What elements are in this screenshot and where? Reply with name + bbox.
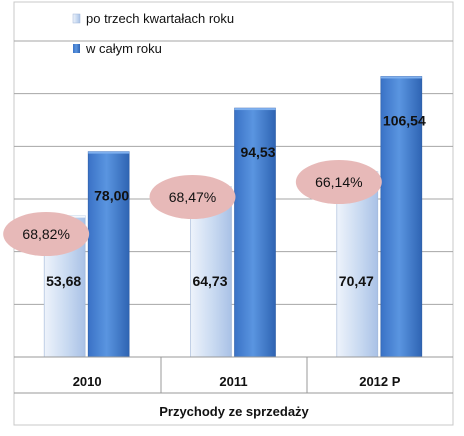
value-label: 53,68 xyxy=(46,273,81,289)
bars xyxy=(43,76,423,358)
value-label: 64,73 xyxy=(192,273,227,289)
category-table xyxy=(14,356,453,394)
legend-label-series-2: w całym roku xyxy=(85,41,162,56)
ratio-labels: 68,82% 68,47% 66,14% xyxy=(3,160,382,256)
category-label: 2012 P xyxy=(359,374,401,389)
bar-cap xyxy=(88,151,130,154)
ratio-label: 68,47% xyxy=(169,189,216,205)
bar-cap xyxy=(234,108,276,111)
ratio-label: 66,14% xyxy=(315,174,362,190)
value-label: 94,53 xyxy=(240,144,275,160)
legend: po trzech kwartałach roku w całym roku xyxy=(72,11,234,56)
value-label: 106,54 xyxy=(383,112,426,128)
category-label: 2011 xyxy=(219,374,247,389)
legend-swatch-series-1 xyxy=(72,13,81,24)
ratio-ellipse xyxy=(149,175,236,219)
ratio-ellipse xyxy=(3,212,90,256)
value-labels: 53,68 78,00 64,73 94,53 70,47 106,54 xyxy=(46,112,426,289)
bar-full-year-3 xyxy=(380,76,423,358)
ratio-label: 68,82% xyxy=(22,226,69,242)
x-axis-title: Przychody ze sprzedaży xyxy=(159,404,309,419)
value-label: 78,00 xyxy=(94,188,129,204)
category-label: 2010 xyxy=(73,374,102,389)
chart-frame xyxy=(13,1,454,426)
bar-cap xyxy=(380,76,422,79)
ratio-ellipse xyxy=(295,160,382,204)
legend-label-series-1: po trzech kwartałach roku xyxy=(86,11,234,26)
legend-swatch-series-2 xyxy=(73,44,80,53)
gridlines xyxy=(14,40,453,305)
category-labels: 2010 2011 2012 P xyxy=(73,374,401,389)
bar-full-year-2 xyxy=(234,107,276,358)
bar-full-year-1 xyxy=(87,151,130,358)
value-label: 70,47 xyxy=(339,273,374,289)
